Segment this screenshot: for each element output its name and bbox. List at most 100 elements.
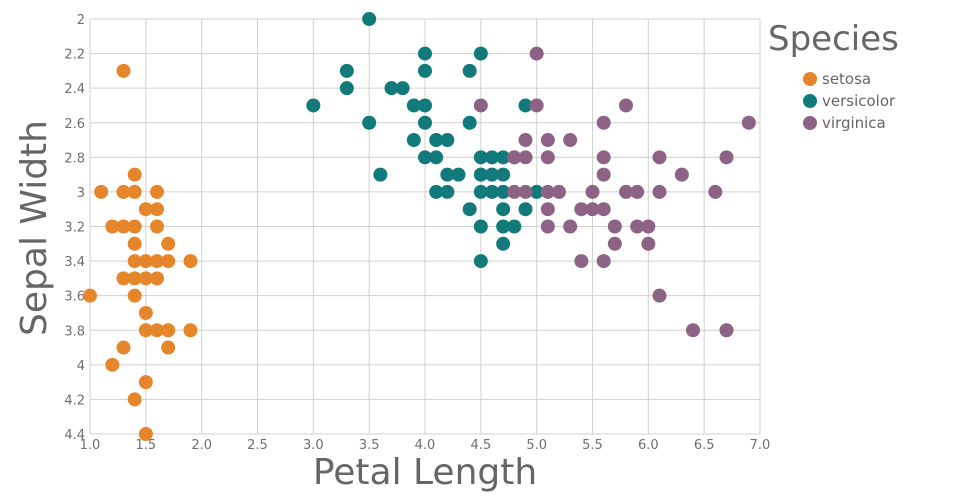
data-point-setosa xyxy=(127,167,142,182)
legend-label-virginica: virginica xyxy=(822,114,886,132)
data-point-versicolor xyxy=(496,184,511,199)
data-point-versicolor xyxy=(339,63,354,78)
data-point-setosa xyxy=(94,184,109,199)
data-point-virginica xyxy=(585,184,600,199)
data-point-setosa xyxy=(150,271,164,286)
x-tick-label: 1.0 xyxy=(80,438,101,453)
data-point-versicolor xyxy=(473,167,488,182)
legend-label-versicolor: versicolor xyxy=(822,92,896,110)
data-point-virginica xyxy=(641,219,656,234)
data-point-versicolor xyxy=(339,81,354,96)
data-point-versicolor xyxy=(496,150,511,165)
data-point-virginica xyxy=(607,236,622,251)
data-point-setosa xyxy=(116,340,131,355)
data-point-virginica xyxy=(719,150,734,165)
data-point-virginica xyxy=(652,150,667,165)
data-point-virginica xyxy=(607,219,622,234)
data-point-versicolor xyxy=(418,150,432,165)
data-point-versicolor xyxy=(507,219,522,234)
data-point-setosa xyxy=(105,357,120,372)
data-point-versicolor xyxy=(418,46,432,61)
y-tick-label: 2.2 xyxy=(64,48,85,63)
data-point-setosa xyxy=(116,184,131,199)
data-point-virginica xyxy=(641,236,656,251)
data-point-setosa xyxy=(183,323,198,338)
x-tick-label: 2.0 xyxy=(191,438,212,453)
data-point-virginica xyxy=(596,115,611,130)
data-point-versicolor xyxy=(473,254,488,269)
data-point-versicolor xyxy=(440,184,455,199)
data-point-versicolor xyxy=(485,184,499,199)
data-point-setosa xyxy=(138,271,153,286)
data-point-versicolor xyxy=(395,81,410,96)
x-axis-title: Petal Length xyxy=(313,452,537,493)
data-point-virginica xyxy=(708,184,723,199)
data-point-virginica xyxy=(619,98,633,113)
data-point-versicolor xyxy=(362,12,377,26)
y-tick-label: 2.6 xyxy=(64,117,85,132)
data-point-setosa xyxy=(127,219,142,234)
y-tick-label: 2.4 xyxy=(64,82,85,97)
data-point-setosa xyxy=(138,202,153,217)
data-point-versicolor xyxy=(473,184,488,199)
data-point-virginica xyxy=(719,323,734,338)
x-tick-label: 3.5 xyxy=(359,438,380,453)
data-point-setosa xyxy=(127,392,142,407)
y-tick-label: 2.8 xyxy=(64,151,85,166)
data-point-setosa xyxy=(138,427,153,441)
data-point-versicolor xyxy=(429,150,444,165)
x-tick-label: 6.0 xyxy=(638,438,659,453)
data-point-setosa xyxy=(127,236,142,251)
data-point-versicolor xyxy=(384,81,399,96)
data-point-virginica xyxy=(518,150,533,165)
y-tick-label: 3 xyxy=(77,186,85,201)
x-tick-label: 4.5 xyxy=(470,438,491,453)
data-point-setosa xyxy=(161,340,176,355)
data-point-versicolor xyxy=(485,167,499,182)
data-point-versicolor xyxy=(462,115,477,130)
x-tick-label: 5.0 xyxy=(526,438,547,453)
data-point-versicolor xyxy=(429,184,444,199)
legend-swatch-virginica xyxy=(803,116,817,130)
data-point-versicolor xyxy=(406,98,421,113)
data-point-setosa xyxy=(150,254,164,269)
data-point-setosa xyxy=(150,219,164,234)
data-point-virginica xyxy=(507,150,522,165)
data-point-versicolor xyxy=(496,236,511,251)
y-tick-label: 3.6 xyxy=(64,290,85,305)
data-point-virginica xyxy=(563,219,578,234)
data-point-setosa xyxy=(161,254,176,269)
legend-swatch-versicolor xyxy=(803,94,817,108)
x-tick-label: 6.5 xyxy=(694,438,715,453)
data-point-versicolor xyxy=(462,202,477,217)
data-point-versicolor xyxy=(473,150,488,165)
y-tick-label: 4.2 xyxy=(64,393,85,408)
data-point-virginica xyxy=(540,219,555,234)
data-point-versicolor xyxy=(306,98,321,113)
y-tick-label: 4.4 xyxy=(64,428,85,443)
data-point-virginica xyxy=(507,184,522,199)
data-point-versicolor xyxy=(462,63,477,78)
data-point-setosa xyxy=(127,271,142,286)
data-point-versicolor xyxy=(429,133,444,148)
x-tick-label: 5.5 xyxy=(582,438,603,453)
x-tick-label: 7.0 xyxy=(750,438,771,453)
data-point-setosa xyxy=(150,202,164,217)
data-point-virginica xyxy=(596,150,611,165)
data-point-versicolor xyxy=(362,115,377,130)
x-tick-label: 4.0 xyxy=(415,438,436,453)
data-point-setosa xyxy=(150,323,164,338)
legend-label-setosa: setosa xyxy=(822,70,871,88)
legend-swatch-setosa xyxy=(803,72,817,86)
data-point-setosa xyxy=(127,254,142,269)
data-point-virginica xyxy=(619,184,633,199)
y-tick-label: 3.2 xyxy=(64,221,85,236)
data-point-versicolor xyxy=(529,184,544,199)
data-point-setosa xyxy=(138,323,153,338)
data-point-virginica xyxy=(585,202,600,217)
data-point-virginica xyxy=(741,115,756,130)
data-point-virginica xyxy=(518,133,533,148)
data-point-setosa xyxy=(138,254,153,269)
data-point-virginica xyxy=(563,133,578,148)
